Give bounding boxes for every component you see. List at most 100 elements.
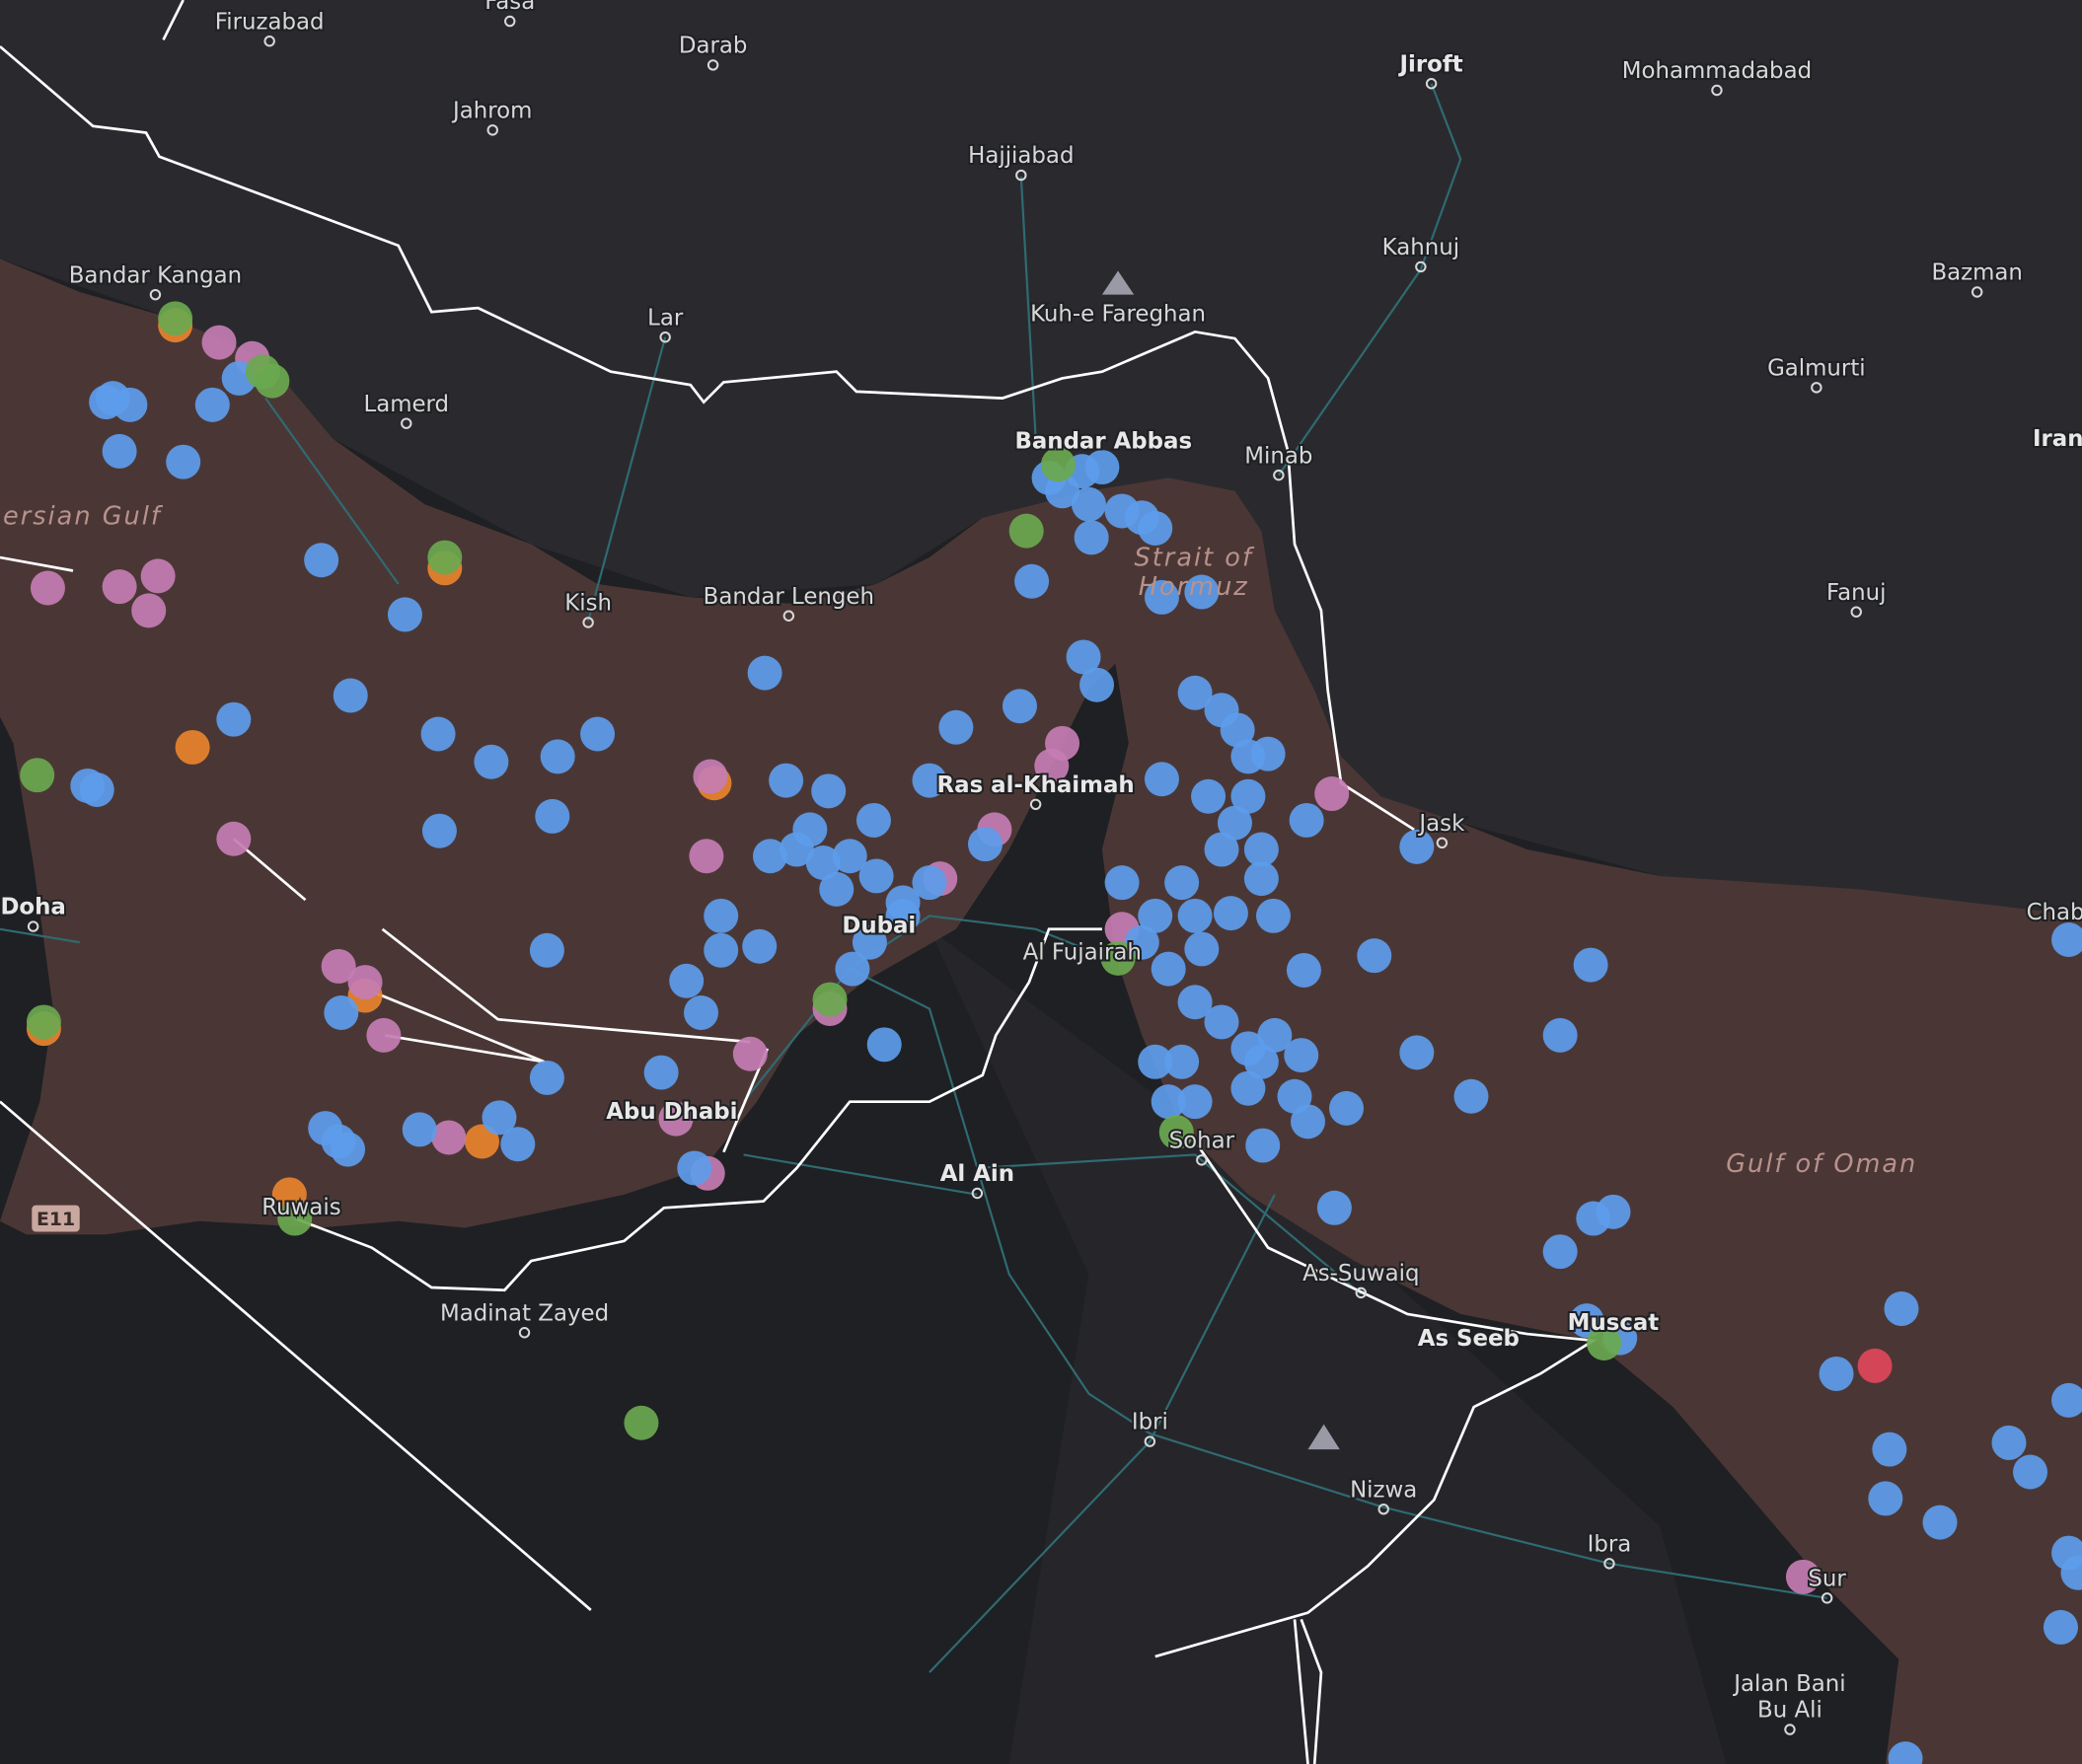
vessel-marker[interactable] [102, 569, 137, 605]
vessel-marker[interactable] [1177, 898, 1213, 933]
vessel-marker[interactable] [684, 995, 719, 1031]
vessel-marker[interactable] [1177, 985, 1213, 1020]
vessel-marker[interactable] [529, 932, 564, 968]
vessel-marker[interactable] [387, 597, 422, 632]
vessel-marker[interactable] [792, 812, 828, 847]
vessel-marker[interactable] [1084, 450, 1120, 485]
vessel-marker[interactable] [1144, 762, 1179, 797]
vessel-marker[interactable] [752, 839, 787, 874]
vessel-marker[interactable] [1872, 1432, 1907, 1467]
vessel-marker[interactable] [540, 739, 575, 774]
vessel-marker[interactable] [1284, 1038, 1319, 1073]
vessel-marker[interactable] [1399, 1035, 1435, 1070]
vessel-marker[interactable] [912, 865, 947, 901]
vessel-marker[interactable] [1034, 748, 1070, 783]
vessel-marker[interactable] [1596, 1194, 1631, 1229]
vessel-marker[interactable] [324, 995, 359, 1031]
vessel-marker[interactable] [819, 871, 855, 907]
vessel-marker[interactable] [1217, 805, 1252, 841]
vessel-marker[interactable] [421, 813, 457, 848]
vessel-marker[interactable] [2060, 1555, 2082, 1590]
vessel-marker[interactable] [1191, 778, 1227, 814]
vessel-marker[interactable] [747, 655, 782, 691]
vessel-marker[interactable] [1785, 1559, 1821, 1594]
vessel-marker[interactable] [1138, 510, 1173, 546]
vessel-marker[interactable] [2051, 1382, 2082, 1418]
vessel-marker[interactable] [1213, 896, 1248, 931]
vessel-marker[interactable] [321, 948, 356, 984]
vessel-marker[interactable] [1177, 1084, 1213, 1120]
vessel-marker[interactable] [1074, 520, 1109, 555]
vessel-marker[interactable] [331, 1132, 366, 1167]
vessel-marker[interactable] [1071, 486, 1106, 522]
vessel-marker[interactable] [1184, 931, 1220, 967]
vessel-marker[interactable] [811, 773, 847, 809]
vessel-marker[interactable] [2013, 1454, 2048, 1490]
vessel-marker[interactable] [677, 1150, 712, 1186]
vessel-marker[interactable] [689, 839, 724, 874]
vessel-marker[interactable] [2051, 922, 2082, 958]
vessel-marker[interactable] [158, 301, 193, 336]
vessel-marker[interactable] [482, 1100, 517, 1136]
vessel-marker[interactable] [1453, 1078, 1489, 1114]
vessel-marker[interactable] [216, 701, 252, 737]
vessel-marker[interactable] [333, 678, 368, 713]
vessel-marker[interactable] [866, 1027, 902, 1063]
vessel-marker[interactable] [1138, 1044, 1173, 1079]
vessel-marker[interactable] [304, 543, 339, 578]
vessel-marker[interactable] [1100, 940, 1136, 976]
vessel-marker[interactable] [1184, 574, 1220, 610]
vessel-marker[interactable] [1587, 1326, 1622, 1361]
vessel-marker[interactable] [1290, 1104, 1325, 1139]
vessel-marker[interactable] [1243, 1044, 1279, 1079]
vessel-marker[interactable] [1151, 1084, 1186, 1120]
vessel-marker[interactable] [1329, 1090, 1364, 1126]
vessel-marker[interactable] [732, 1036, 768, 1071]
vessel-marker[interactable] [2043, 1609, 2078, 1645]
vessel-marker[interactable] [1230, 1070, 1266, 1106]
vessel-marker[interactable] [26, 1004, 61, 1040]
vessel-marker[interactable] [1250, 736, 1286, 772]
vessel-marker[interactable] [1014, 563, 1050, 599]
vessel-marker[interactable] [1164, 865, 1200, 901]
vessel-marker[interactable] [805, 845, 841, 880]
vessel-marker[interactable] [277, 1201, 313, 1236]
vessel-marker[interactable] [1008, 513, 1044, 549]
vessel-marker[interactable] [1144, 579, 1179, 615]
vessel-marker[interactable] [347, 965, 383, 1000]
vessel-marker[interactable] [1151, 951, 1186, 987]
vessel-marker[interactable] [885, 898, 921, 933]
vessel-marker[interactable] [70, 768, 106, 803]
vessel-marker[interactable] [643, 1055, 679, 1090]
vessel-marker[interactable] [255, 363, 290, 399]
vessel-marker[interactable] [1138, 898, 1173, 933]
vessel-marker[interactable] [912, 763, 947, 798]
vessel-marker[interactable] [1289, 802, 1324, 838]
vessel-marker[interactable] [1314, 776, 1350, 812]
vessel-marker[interactable] [1079, 667, 1115, 702]
vessel-marker[interactable] [1243, 861, 1279, 897]
vessel-marker[interactable] [1357, 938, 1392, 974]
vessel-marker[interactable] [1819, 1356, 1854, 1391]
vessel-marker[interactable] [201, 325, 237, 360]
vessel-marker[interactable] [1884, 1291, 1919, 1327]
vessel-marker[interactable] [832, 839, 867, 874]
vessel-marker[interactable] [624, 1405, 659, 1440]
vessel-marker[interactable] [769, 763, 804, 798]
vessel-marker[interactable] [166, 444, 201, 479]
vessel-marker[interactable] [693, 759, 728, 794]
vessel-marker[interactable] [742, 928, 778, 964]
vessel-marker[interactable] [704, 898, 739, 933]
vessel-marker[interactable] [1243, 832, 1279, 867]
vessel-marker[interactable] [1257, 1017, 1293, 1053]
vessel-marker[interactable] [529, 1060, 564, 1095]
vessel-marker[interactable] [1316, 1190, 1352, 1225]
vessel-marker[interactable] [1542, 1017, 1578, 1053]
vessel-marker[interactable] [1399, 829, 1435, 864]
vessel-marker[interactable] [140, 558, 176, 594]
vessel-marker[interactable] [1002, 689, 1037, 724]
vessel-marker[interactable] [835, 951, 870, 987]
vessel-marker[interactable] [1177, 675, 1213, 710]
vessel-marker[interactable] [216, 821, 252, 856]
